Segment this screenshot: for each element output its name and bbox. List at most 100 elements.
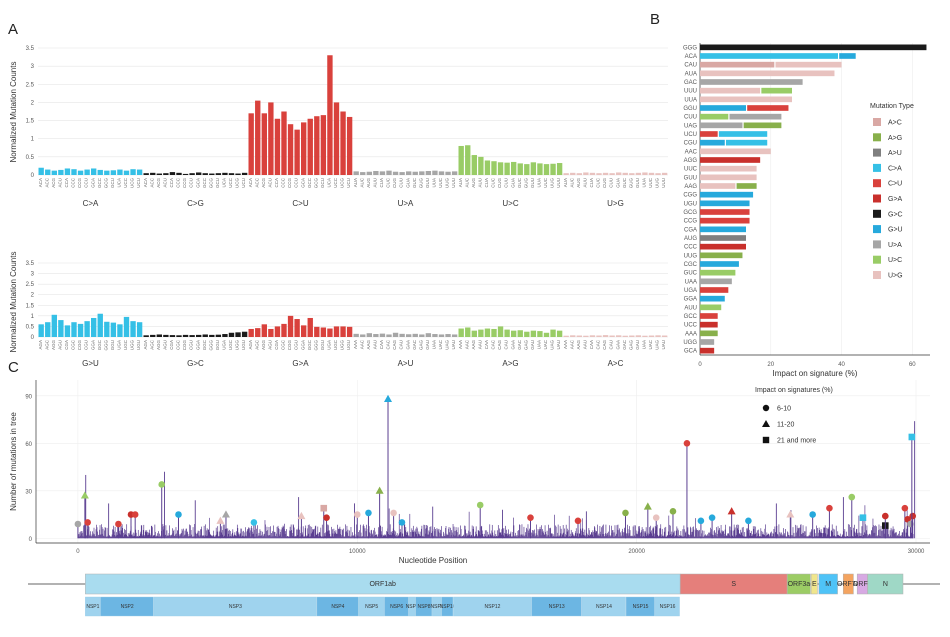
- nsp-label-9: NSP10: [440, 604, 456, 610]
- context-tick-label: GAU: [635, 340, 640, 350]
- bar-bottom-0-5: [71, 322, 77, 337]
- context-tick-label: AAA: [563, 340, 568, 349]
- bar-segment-GGU-0: [700, 105, 746, 111]
- point-38: [882, 512, 889, 520]
- legend-swatch-9: [873, 255, 881, 264]
- bar-top-3-2: [366, 171, 372, 175]
- bar-bottom-5-8: [616, 335, 622, 337]
- context-tick-label: UAA: [537, 340, 542, 349]
- context-tick-label: AUU: [477, 178, 482, 188]
- bar-segment-CAU-1: [775, 61, 842, 68]
- bar-top-4-13: [543, 164, 550, 175]
- bar-bottom-4-2: [471, 330, 477, 337]
- context-tick-label: GGU: [110, 340, 115, 350]
- gene-label-3: E: [812, 581, 817, 588]
- context-tick-label: AGU: [267, 340, 272, 350]
- bar-top-3-0: [353, 171, 359, 175]
- bar-bottom-2-15: [346, 326, 353, 337]
- bar-segment-UAG-0: [700, 122, 743, 129]
- context-tick-label: CGU: [294, 340, 299, 350]
- point-21: [527, 514, 534, 521]
- context-tick-label: UCA: [222, 178, 227, 188]
- bar-top-0-14: [130, 169, 136, 175]
- bar-bottom-4-10: [524, 331, 530, 337]
- category-label: AAG: [684, 184, 697, 190]
- point-14: [353, 511, 361, 518]
- bar-segment-UCC-0: [700, 321, 718, 328]
- bar-bottom-3-11: [425, 333, 432, 337]
- bar-segment-UCU-1: [718, 131, 768, 137]
- bar-top-4-12: [537, 163, 543, 175]
- y-tick-label: 2.5: [26, 82, 35, 88]
- nsp-label-5: NSP6: [390, 604, 403, 610]
- nsp-nsp13: [531, 596, 582, 617]
- bar-bottom-0-9: [97, 313, 103, 337]
- bar-segment-AAA-0: [700, 330, 718, 337]
- legend-label-6: G>C: [888, 211, 903, 218]
- bar-bottom-5-11: [635, 335, 642, 337]
- context-tick-label: GGC: [307, 339, 312, 350]
- bar-bottom-0-0: [38, 324, 44, 337]
- bar-top-1-7: [189, 173, 195, 175]
- gene-label-4: M: [825, 581, 831, 588]
- context-tick-label: UUA: [432, 178, 437, 188]
- nsp-label-10: NSP12: [485, 604, 501, 610]
- bar-bottom-2-11: [320, 327, 327, 337]
- bar-top-5-10: [629, 173, 635, 175]
- nsp-nsp6: [384, 596, 409, 617]
- context-tick-label: CAG: [497, 340, 502, 350]
- point-16: [375, 486, 384, 494]
- bar-top-2-10: [314, 116, 320, 175]
- bar-top-1-4: [169, 172, 176, 175]
- context-tick-label: CGU: [189, 340, 194, 350]
- context-tick-label: AAG: [576, 340, 581, 350]
- bar-bottom-2-10: [314, 326, 320, 337]
- gene-orf3a: [787, 573, 811, 595]
- context-tick-label: GUU: [635, 178, 640, 188]
- context-tick-label: UAC: [543, 339, 548, 349]
- context-tick-label: UGG: [235, 340, 240, 351]
- bar-segment-CGU-1: [725, 139, 768, 146]
- panel-letter-a: A: [8, 21, 18, 38]
- bar-bottom-1-15: [241, 331, 248, 337]
- context-tick-label: AGA: [143, 340, 148, 350]
- bar-top-3-14: [445, 171, 451, 175]
- context-tick-label: GCG: [103, 178, 108, 189]
- bar-top-4-5: [491, 161, 497, 175]
- bar-bottom-3-5: [386, 334, 392, 337]
- context-tick-label: CAA: [379, 340, 384, 349]
- point-31: [745, 517, 752, 525]
- context-tick-label: AAC: [464, 339, 469, 349]
- category-label: CGU: [684, 141, 697, 147]
- bar-top-2-13: [333, 102, 340, 175]
- bar-top-5-11: [635, 172, 642, 175]
- legend-shape-circle: [762, 404, 770, 412]
- context-tick-label: CGU: [84, 340, 89, 350]
- bar-bottom-3-14: [445, 334, 451, 337]
- y-axis-title-bottom: Normalized Mutation Counts: [9, 252, 18, 353]
- bar-top-4-7: [504, 162, 510, 175]
- point-1: [80, 491, 89, 499]
- context-tick-label: ACC: [44, 177, 49, 187]
- bar-bottom-2-5: [281, 323, 287, 337]
- bar-segment-UUA-0: [700, 96, 792, 103]
- point-36: [859, 514, 867, 521]
- bar-segment-UGA-0: [700, 287, 729, 293]
- bar-bottom-2-3: [268, 328, 274, 337]
- bar-bottom-4-4: [484, 328, 491, 337]
- context-tick-label: AGG: [156, 340, 161, 351]
- context-tick-label: CAU: [504, 340, 509, 350]
- bar-segment-UUU-1: [761, 87, 792, 94]
- bar-bottom-1-11: [215, 334, 222, 337]
- context-tick-label: UGG: [340, 340, 345, 351]
- context-tick-label: GGG: [103, 340, 108, 351]
- bar-top-3-13: [438, 171, 445, 175]
- context-tick-label: UCU: [241, 178, 246, 188]
- y-tick-label: 2: [31, 293, 35, 299]
- nsp-label-11: NSP13: [549, 604, 565, 610]
- context-tick-label: AUG: [576, 178, 581, 188]
- bar-top-3-8: [406, 171, 412, 175]
- context-tick-label: CUC: [596, 177, 601, 187]
